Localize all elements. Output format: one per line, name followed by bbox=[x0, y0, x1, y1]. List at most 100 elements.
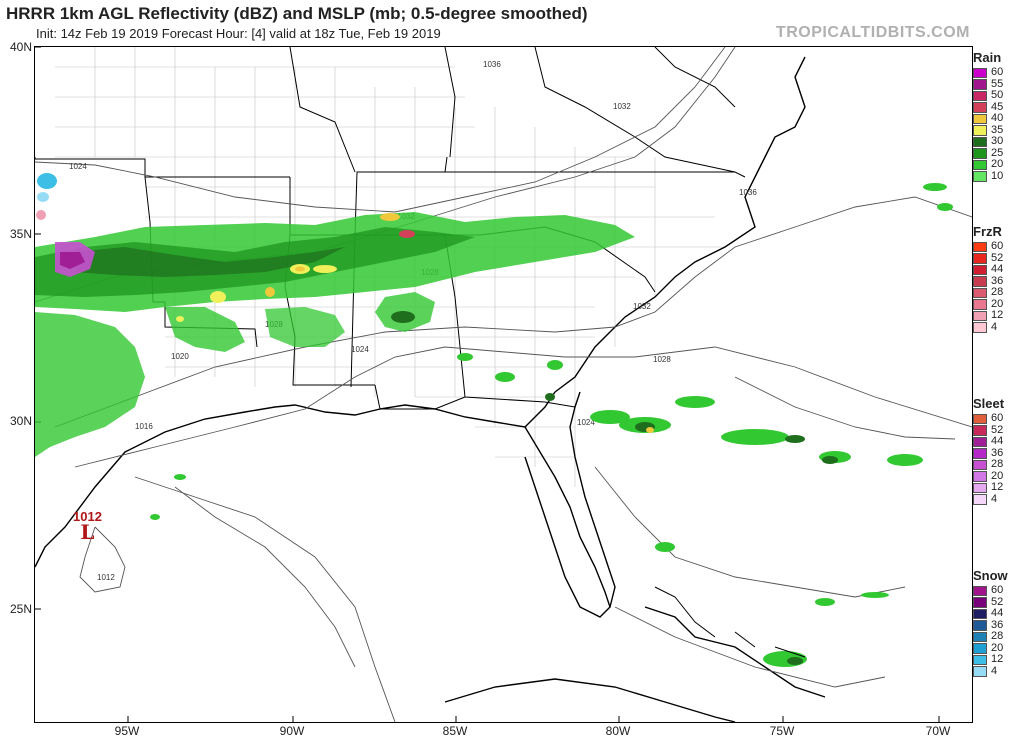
axis-ticks bbox=[35, 47, 940, 722]
legend-row: 44 bbox=[973, 436, 1004, 448]
legend-row: 60 bbox=[973, 413, 1004, 425]
legend-row: 20 bbox=[973, 298, 1003, 311]
legend-value-label: 20 bbox=[991, 469, 1004, 482]
legend-value-label: 44 bbox=[991, 607, 1004, 620]
legend-color-swatch bbox=[973, 136, 987, 147]
legend-value-label: 60 bbox=[991, 412, 1004, 425]
legend-color-swatch bbox=[973, 79, 987, 90]
legend-color-swatch bbox=[973, 241, 987, 252]
legend-value-label: 12 bbox=[991, 481, 1004, 494]
isobars bbox=[35, 47, 972, 722]
legend-row: 45 bbox=[973, 101, 1003, 114]
legend-value-label: 4 bbox=[991, 320, 998, 333]
reflectivity-strong-cores bbox=[176, 213, 654, 433]
isobar-label-1020: 1020 bbox=[171, 352, 189, 361]
legend-value-label: 4 bbox=[991, 664, 998, 677]
legend-color-swatch bbox=[973, 631, 987, 642]
legend-value-label: 36 bbox=[991, 274, 1004, 287]
lon-label-75w: 75W bbox=[769, 724, 795, 738]
legend-row: 44 bbox=[973, 608, 1008, 620]
lat-label-40n: 40N bbox=[9, 40, 32, 54]
legend-value-label: 55 bbox=[991, 77, 1004, 90]
legend-color-swatch bbox=[973, 322, 987, 333]
lon-label-85w: 85W bbox=[442, 724, 468, 738]
legend-value-label: 60 bbox=[991, 240, 1004, 253]
legend-row: 4 bbox=[973, 493, 1004, 506]
legend-color-swatch bbox=[973, 125, 987, 136]
legend-row: 30 bbox=[973, 136, 1003, 148]
legend-rain: Rain 60 55 50 45 40 35 30 25 20 10 bbox=[973, 50, 1003, 182]
legend-row: 25 bbox=[973, 146, 1004, 160]
legend-color-swatch bbox=[973, 413, 987, 424]
map-canvas: 1036 1032 1036 1032 1028 1024 1032 1028 … bbox=[35, 47, 972, 722]
lat-label-30n: 30N bbox=[9, 414, 32, 428]
isobar-label-1024-south: 1024 bbox=[577, 418, 595, 427]
isobar-label-1012: 1012 bbox=[97, 573, 115, 582]
legend-value-label: 60 bbox=[991, 66, 1004, 79]
legend-color-swatch bbox=[973, 654, 987, 665]
legend-sleet-title: Sleet bbox=[973, 396, 1005, 411]
legend-row: 4 bbox=[973, 664, 1008, 678]
legend-color-swatch bbox=[973, 608, 987, 619]
legend-value-label: 30 bbox=[991, 135, 1004, 148]
legend-color-swatch bbox=[973, 67, 987, 78]
legend-row: 52 bbox=[973, 424, 1004, 437]
legend-color-swatch bbox=[973, 102, 987, 113]
legend-value-label: 36 bbox=[991, 446, 1004, 459]
legend-value-label: 28 bbox=[991, 630, 1004, 643]
reflectivity-rain-band bbox=[35, 212, 635, 457]
legend-color-swatch bbox=[973, 253, 987, 264]
legend-row: 20 bbox=[973, 469, 1004, 483]
legend-row: 12 bbox=[973, 482, 1004, 494]
legend-color-swatch bbox=[973, 448, 987, 459]
isobar-label-1028-east: 1028 bbox=[653, 355, 671, 364]
legend-color-swatch bbox=[973, 494, 987, 505]
isobar-label-1024-west: 1024 bbox=[69, 162, 87, 171]
legend-color-swatch bbox=[973, 482, 987, 493]
legend-row: 60 bbox=[973, 241, 1003, 253]
legend-color-swatch bbox=[973, 597, 987, 608]
legend-snow: Snow 60 52 44 36 28 20 12 4 bbox=[973, 568, 1008, 677]
map-title: HRRR 1km AGL Reflectivity (dBZ) and MSLP… bbox=[6, 4, 588, 23]
legend-value-label: 10 bbox=[991, 169, 1004, 182]
legend-value-label: 20 bbox=[991, 158, 1004, 171]
legend-color-swatch bbox=[973, 299, 987, 310]
isobar-label-1024-central: 1024 bbox=[351, 345, 369, 354]
map-panel[interactable]: 1036 1032 1036 1032 1028 1024 1032 1028 … bbox=[34, 46, 973, 723]
legend-value-label: 36 bbox=[991, 618, 1004, 631]
legend-color-swatch bbox=[973, 643, 987, 654]
legend-row: 35 bbox=[973, 124, 1003, 137]
legend-value-label: 60 bbox=[991, 584, 1004, 597]
legend-sleet: Sleet 60 52 44 36 28 20 12 4 bbox=[973, 396, 1004, 505]
low-pressure-center: 1012 L bbox=[73, 509, 102, 544]
lon-label-80w: 80W bbox=[605, 724, 631, 738]
lon-label-95w: 95W bbox=[114, 724, 140, 738]
legend-row: 36 bbox=[973, 618, 1008, 632]
legend-row: 44 bbox=[973, 264, 1003, 276]
legend-value-label: 25 bbox=[991, 146, 1004, 159]
legend-row: 20 bbox=[973, 159, 1003, 171]
legend-color-swatch bbox=[973, 425, 987, 436]
legend-row: 4 bbox=[973, 320, 1003, 334]
legend-value-label: 52 bbox=[991, 251, 1004, 264]
isobar-label-1016: 1016 bbox=[135, 422, 153, 431]
legend-value-label: 28 bbox=[991, 286, 1004, 299]
isobar-label-1036-east: 1036 bbox=[739, 188, 757, 197]
legend-row: 52 bbox=[973, 596, 1008, 609]
legend-value-label: 50 bbox=[991, 89, 1004, 102]
legend-row: 52 bbox=[973, 251, 1004, 265]
legend-color-swatch bbox=[973, 287, 987, 298]
brand-watermark: TROPICALTIDBITS.COM bbox=[775, 24, 970, 41]
lat-label-25n: 25N bbox=[9, 602, 32, 616]
legend-freezing-rain: FrzR 60 52 44 36 28 20 12 4 bbox=[973, 224, 1003, 333]
legend-color-swatch bbox=[973, 159, 987, 170]
legend-color-swatch bbox=[973, 310, 987, 321]
legend-row: 20 bbox=[973, 642, 1008, 655]
legend-row: 12 bbox=[973, 310, 1003, 322]
legend-row: 40 bbox=[973, 113, 1003, 125]
legend-value-label: 28 bbox=[991, 458, 1004, 471]
lon-label-70w: 70W bbox=[925, 724, 951, 738]
legend-row: 50 bbox=[973, 90, 1003, 102]
map-subtitle: Init: 14z Feb 19 2019 Forecast Hour: [4]… bbox=[36, 26, 441, 41]
legend-value-label: 12 bbox=[991, 653, 1004, 666]
